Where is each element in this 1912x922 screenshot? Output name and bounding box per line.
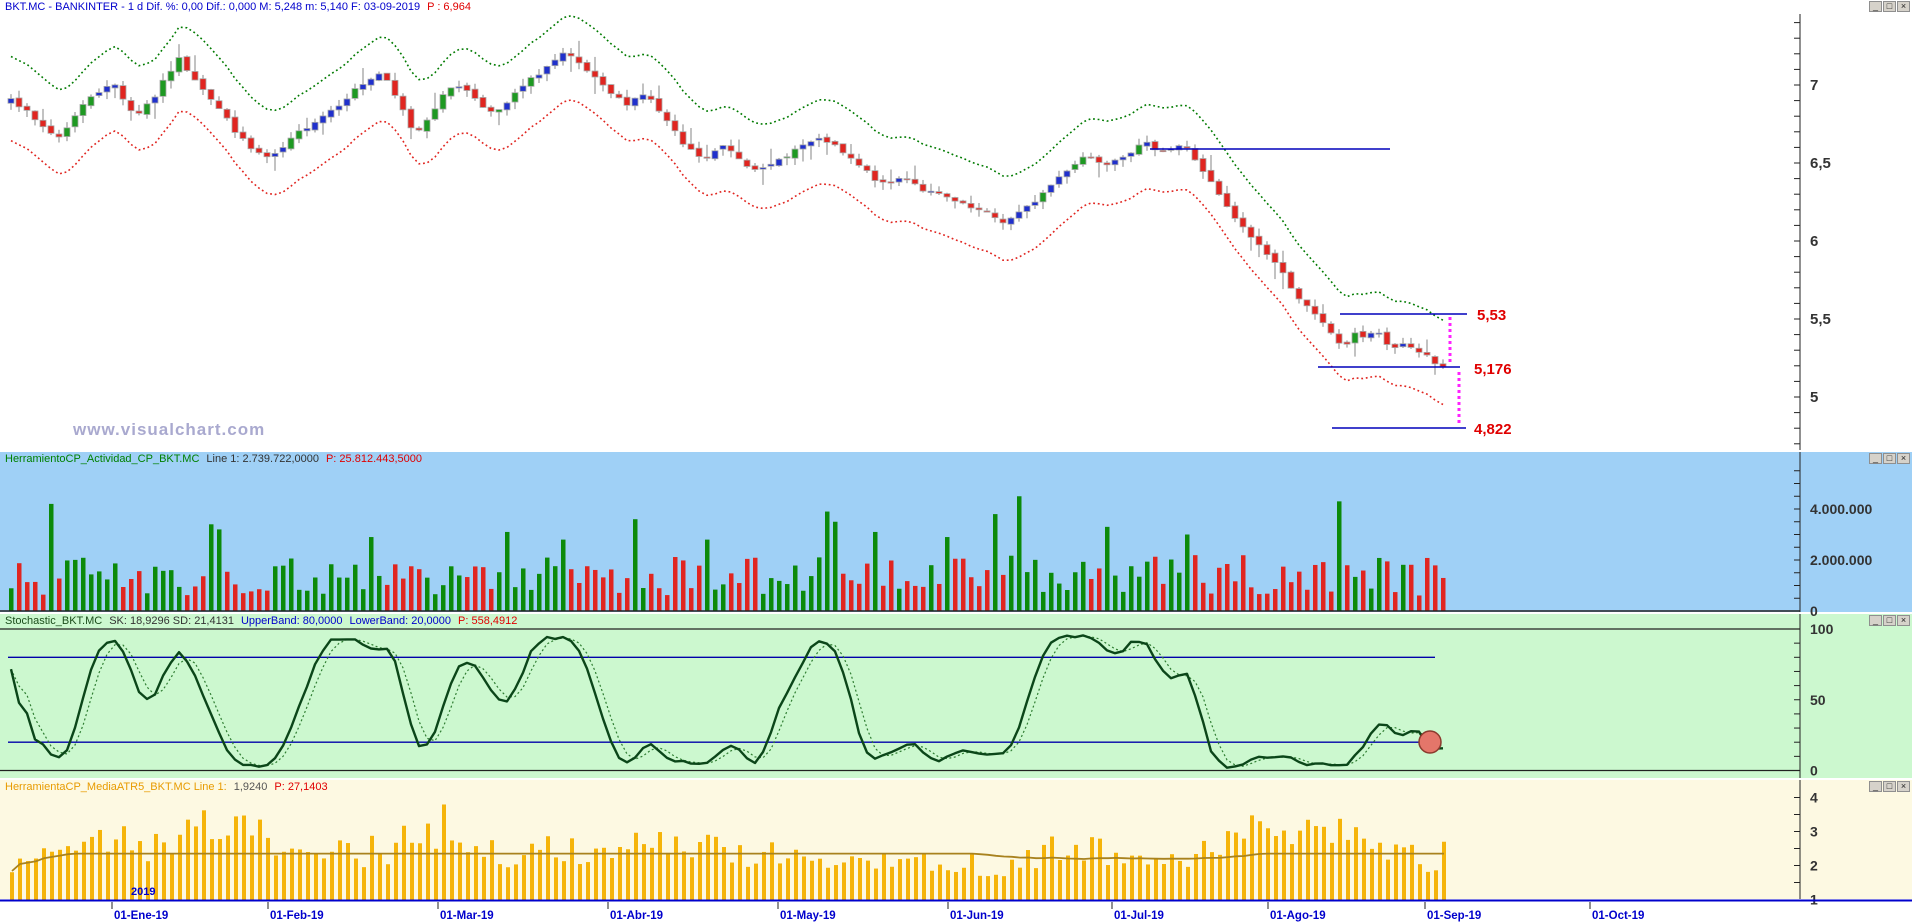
axis-label: 5	[1810, 389, 1818, 406]
date-tick-label: 01-Abr-19	[610, 910, 663, 922]
header-segment: P : 6,964	[427, 1, 471, 13]
minimize-button[interactable]: _	[1869, 615, 1882, 626]
date-tick-label: 01-Sep-19	[1427, 910, 1481, 922]
header-segment: Line 1: 2.739.722,0000	[206, 453, 319, 465]
axis-label: 6	[1810, 233, 1818, 250]
price-chart-header: BKT.MC - BANKINTER - 1 d Dif. %: 0,00 Di…	[5, 1, 478, 14]
header-segment: BKT.MC - BANKINTER - 1 d Dif. %: 0,00 Di…	[5, 1, 421, 13]
header-segment: LowerBand: 20,0000	[349, 615, 452, 627]
minimize-button[interactable]: _	[1869, 781, 1882, 792]
axis: 7 6,5 6 5,5 5	[1794, 14, 1831, 450]
atr-header: HerramientaCP_MediaATR5_BKT.MC Line 1: 1,…	[5, 781, 335, 794]
date-axis-marks: 01-Ene-19 01-Feb-19 01-Mar-19 01-Abr-19 01-M…	[0, 899, 1912, 922]
header-segment: P: 558,4912	[458, 615, 518, 627]
maximize-button[interactable]: □	[1883, 781, 1896, 792]
axis-label: 3	[1810, 824, 1818, 840]
maximize-button[interactable]: □	[1883, 615, 1896, 626]
watermark: www.visualchart.com	[73, 420, 266, 439]
close-button[interactable]: ×	[1897, 453, 1910, 464]
window-controls: _ □ ×	[1869, 453, 1910, 464]
header-segment: SK: 18,9296 SD: 21,4131	[109, 615, 234, 627]
price-level-label: 5,53	[1477, 307, 1506, 324]
header-segment: HerramientaCP_MediaATR5_BKT.MC Line 1:	[5, 781, 227, 793]
date-tick-label: 01-Ene-19	[114, 910, 168, 922]
axis: 4321	[1794, 780, 1818, 908]
stochastic-header: Stochastic_BKT.MC SK: 18,9296 SD: 21,4131…	[5, 615, 524, 628]
window-controls: _ □ ×	[1869, 781, 1910, 792]
panel-price-chart	[0, 14, 1912, 450]
close-button[interactable]: ×	[1897, 781, 1910, 792]
volume-bars	[0, 496, 1800, 612]
axis-label: 2	[1810, 858, 1818, 874]
axis-label: 2.000.000	[1810, 552, 1872, 568]
date-tick-label: 01-Jul-19	[1114, 910, 1164, 922]
axis-label: 6,5	[1810, 155, 1831, 172]
date-tick-label: 01-Oct-19	[1592, 910, 1644, 922]
window-controls: _ □ ×	[1869, 1, 1910, 12]
maximize-button[interactable]: □	[1883, 1, 1896, 12]
envelope-bands	[10, 14, 1444, 406]
header-segment: HerramientoCP_Actividad_CP_BKT.MC	[5, 453, 200, 465]
price-level-label: 5,176	[1474, 361, 1512, 378]
axis-label: 5,5	[1810, 311, 1831, 328]
candlesticks	[7, 40, 1447, 375]
date-axis	[0, 900, 1912, 922]
close-button[interactable]: ×	[1897, 615, 1910, 626]
price-level-label: 4,822	[1474, 421, 1512, 438]
price-annotations: 5,53 5,176 4,822	[1150, 148, 1512, 438]
stochastic-end-marker	[1418, 730, 1442, 754]
header-segment: P: 27,1403	[274, 781, 328, 793]
axis-label: 4	[1810, 790, 1818, 806]
window-controls: _ □ ×	[1869, 615, 1910, 626]
axis-label: 7	[1810, 77, 1818, 94]
year-label: 2019	[131, 886, 156, 898]
header-segment: P: 25.812.443,5000	[325, 453, 422, 465]
axis: 100 50 0	[1794, 614, 1834, 779]
date-tick-label: 01-May-19	[780, 910, 836, 922]
header-segment: Stochastic_BKT.MC	[5, 615, 103, 627]
maximize-button[interactable]: □	[1883, 453, 1896, 464]
date-tick-label: 01-Ago-19	[1270, 910, 1326, 922]
axis: 4.000.000 2.000.000 0	[1794, 452, 1872, 619]
minimize-button[interactable]: _	[1869, 453, 1882, 464]
date-tick-label: 01-Jun-19	[950, 910, 1004, 922]
stochastic-plot	[0, 628, 1800, 772]
close-button[interactable]: ×	[1897, 1, 1910, 12]
header-segment: 1,9240	[233, 781, 268, 793]
atr-bars	[10, 804, 1446, 900]
axis-label: 0	[1810, 603, 1818, 619]
axis-label: 0	[1810, 763, 1818, 779]
date-tick-label: 01-Feb-19	[270, 910, 324, 922]
axis-label: 100	[1810, 621, 1834, 637]
header-segment: UpperBand: 80,0000	[240, 615, 343, 627]
date-tick-label: 01-Mar-19	[440, 910, 494, 922]
volume-header: HerramientoCP_Actividad_CP_BKT.MC Line 1:…	[5, 453, 429, 466]
panel-stochastic	[0, 614, 1912, 778]
minimize-button[interactable]: _	[1869, 1, 1882, 12]
axis-label: 4.000.000	[1810, 501, 1872, 517]
axis-label: 50	[1810, 692, 1826, 708]
